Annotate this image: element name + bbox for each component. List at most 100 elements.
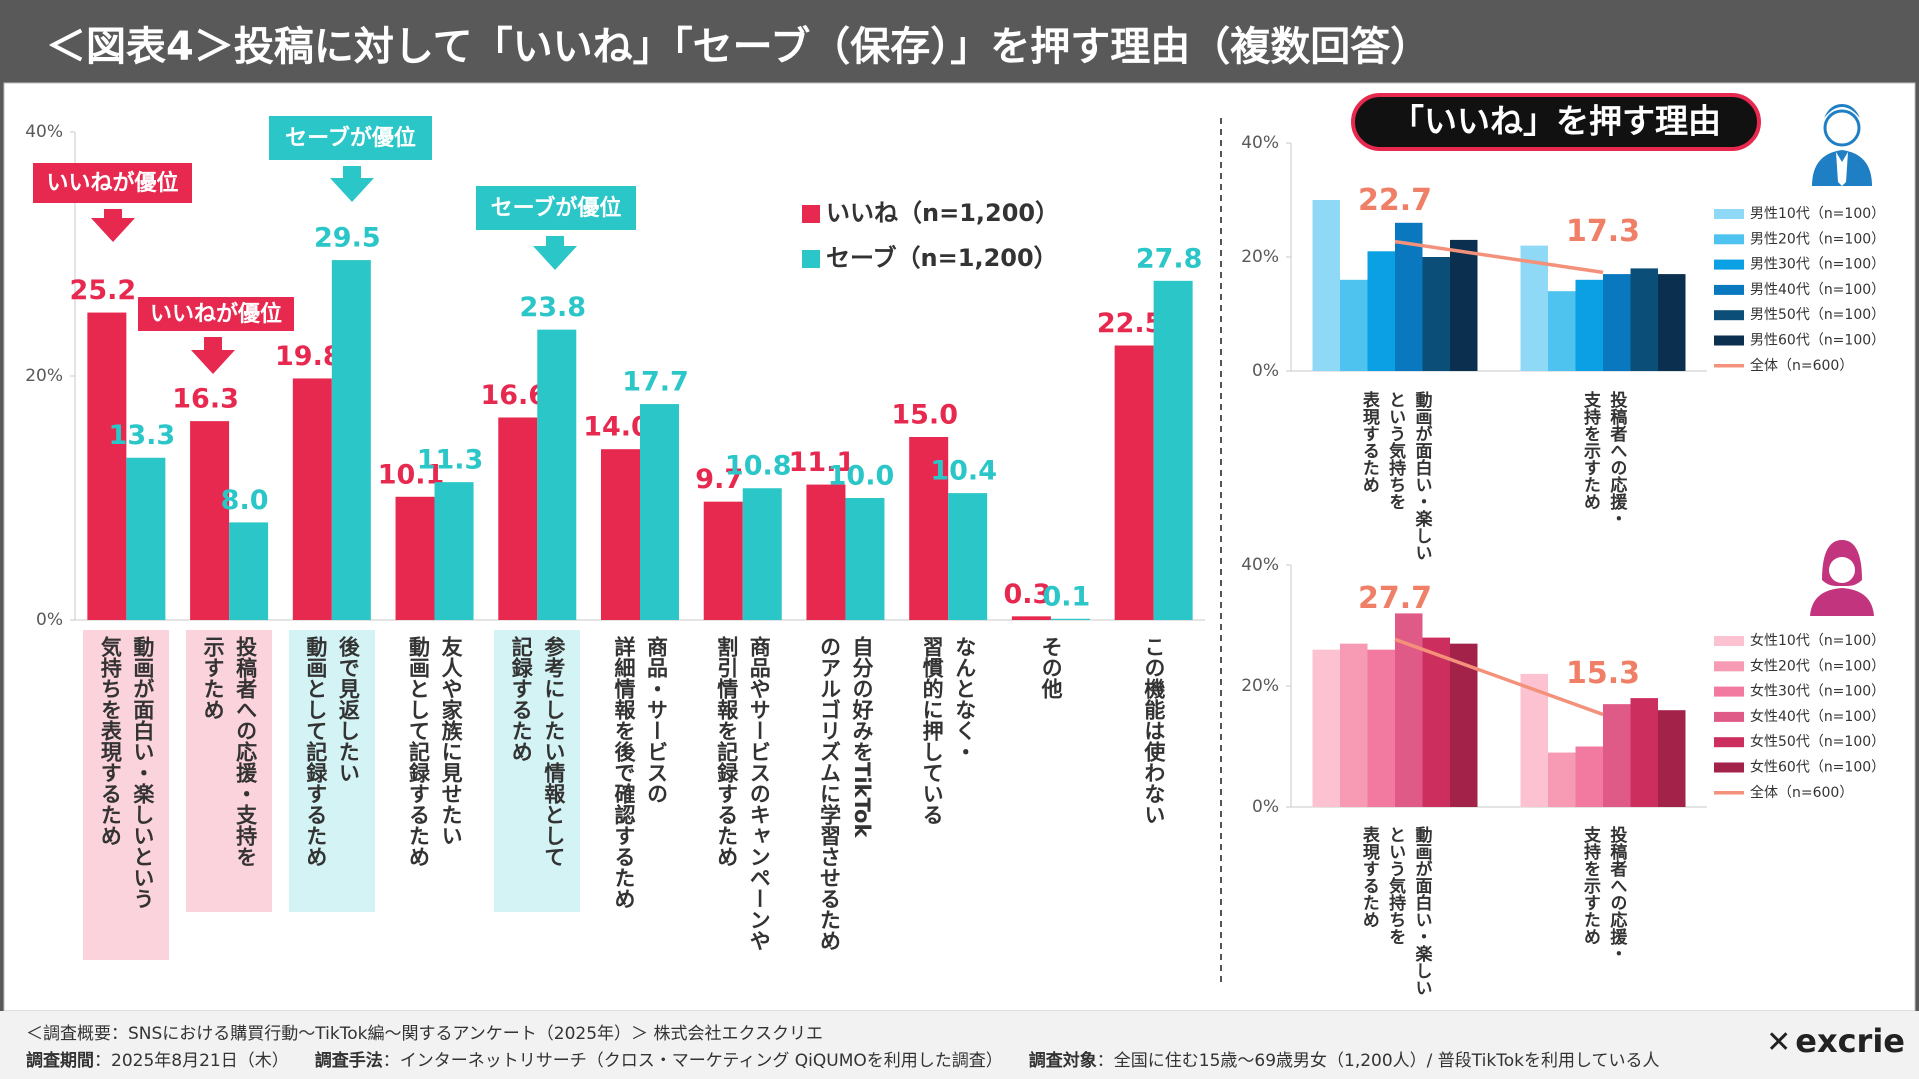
category-label: 投稿者への応援・支持を 示すため — [201, 636, 258, 867]
annotation: セーブが優位 — [491, 195, 622, 221]
logo: ✕ excrie — [1766, 1022, 1905, 1060]
bar — [909, 437, 949, 620]
bar — [1450, 643, 1478, 807]
category-box: 自分の好みをTikTok のアルゴリズムに学習させるため — [802, 630, 888, 951]
bar — [1520, 245, 1548, 371]
legend-swatch — [1714, 209, 1744, 219]
legend-label: 男性30代（n=100） — [1750, 257, 1885, 273]
footer-text: ：全国に住む15歳～69歳男女（1,200人）/ 普段TikTokを利用している… — [1096, 1051, 1660, 1071]
bar — [601, 449, 640, 620]
annotation-box — [33, 163, 192, 203]
category-label: 動画が面白い・楽しい という気持ちを 表現するため — [1358, 826, 1432, 996]
legend-label: 女性40代（n=100） — [1750, 708, 1885, 725]
legend-label: 女性20代（n=100） — [1750, 657, 1885, 674]
category-box: この機能は使わない — [1111, 630, 1197, 825]
category-label: 後で見返したい 動画として記録するため — [303, 636, 361, 867]
value-label: 10.8 — [725, 451, 792, 482]
legend-label: 女性30代（n=100） — [1750, 683, 1885, 700]
category-label: なんとなく・ 習慣的に押している — [920, 636, 977, 825]
value-label: 11.1 — [789, 447, 856, 478]
category-label: 自分の好みをTikTok のアルゴリズムに学習させるため — [817, 636, 874, 951]
value-label: 29.5 — [314, 223, 381, 254]
category-box: 友人や家族に見せたい 動画として記録するため — [392, 630, 478, 867]
legend-label: 男性40代（n=100） — [1750, 282, 1885, 298]
category-label: 友人や家族に見せたい 動画として記録するため — [406, 636, 464, 867]
bar — [806, 484, 846, 620]
value-label: 19.8 — [275, 341, 342, 372]
legend-label: 全体（n=600） — [1750, 784, 1853, 801]
category-box: 後で見返したい 動画として記録するため — [288, 630, 375, 912]
category-label: 商品・サービスの 詳細情報を後で確認するため — [612, 636, 669, 909]
value-label: 22.5 — [1097, 308, 1164, 339]
legend-swatch — [1714, 711, 1744, 722]
category-box: 商品やサービスのキャンペーンや 割引情報を記録するため — [700, 630, 786, 951]
value-label: 10.1 — [378, 459, 445, 490]
value-label: 8.0 — [221, 485, 269, 516]
bar — [1367, 251, 1395, 371]
value-label: 27.8 — [1136, 243, 1203, 274]
y-tick-label: 20% — [1241, 676, 1279, 696]
bar — [1548, 291, 1576, 371]
bar — [1520, 673, 1548, 807]
trend-line — [1394, 239, 1604, 275]
bar — [1603, 274, 1631, 371]
bar — [126, 457, 166, 620]
annotation: いいねが優位 — [46, 170, 178, 196]
subtitle: 「いいね」を押す理由 — [1391, 102, 1721, 141]
annotation: いいねが優位 — [150, 301, 282, 327]
male-icon — [1812, 104, 1872, 186]
bar — [1153, 280, 1193, 620]
annotation-box — [269, 116, 432, 160]
bar — [229, 522, 269, 620]
bar — [703, 501, 743, 620]
legend-label: 男性50代（n=100） — [1750, 307, 1885, 323]
category-label: 参考にしたい情報として 記録するため — [509, 636, 566, 867]
category-box: 投稿者への応援・ 支持を示すため — [1577, 385, 1630, 527]
line-value-label: 17.3 — [1566, 214, 1640, 249]
bar — [1658, 274, 1686, 371]
page-title: ＜図表4＞投稿に対して「いいね」「セーブ（保存）」を押す理由（複数回答） — [46, 24, 1431, 70]
bar — [845, 498, 885, 620]
bar — [1575, 746, 1603, 807]
bar — [498, 417, 538, 620]
category-label: この機能は使わない — [1141, 636, 1166, 825]
bar — [1340, 279, 1368, 371]
legend-swatch — [1714, 762, 1744, 773]
bar — [1367, 649, 1395, 807]
legend-swatch — [1714, 234, 1744, 245]
value-label: 13.3 — [109, 420, 176, 451]
bar — [1450, 239, 1478, 371]
value-label: 11.3 — [417, 445, 484, 476]
category-label: 動画が面白い・楽しい という気持ちを 表現するため — [1358, 391, 1432, 561]
value-label: 17.7 — [622, 367, 689, 398]
bar — [742, 488, 782, 620]
category-box: 動画が面白い・楽しい という気持ちを 表現するため — [1355, 385, 1434, 561]
y-tick-label: 40% — [1241, 555, 1279, 575]
value-label: 16.6 — [480, 380, 547, 411]
value-label: 14.0 — [583, 412, 650, 443]
value-label: 9.7 — [695, 464, 743, 495]
bar — [434, 482, 474, 620]
legend-swatch — [1714, 636, 1744, 646]
value-label: 15.0 — [891, 400, 958, 431]
category-box: 投稿者への応援・支持を 示すため — [186, 630, 273, 912]
category-box: 投稿者への応援・ 支持を示すため — [1577, 820, 1630, 962]
footer-bg — [0, 1011, 1919, 1079]
value-label: 23.8 — [519, 292, 586, 323]
legend-label: 女性10代（n=100） — [1750, 632, 1885, 649]
annotation-box — [476, 186, 636, 230]
annotation: セーブが優位 — [285, 125, 416, 151]
footer-text: ：2025年8月21日（木） — [94, 1051, 289, 1071]
legend-swatch — [1714, 259, 1744, 270]
y-tick-label: 0% — [36, 610, 63, 630]
subtitle-box — [1351, 93, 1761, 151]
bar — [331, 260, 371, 620]
value-label: 10.0 — [828, 461, 895, 492]
bar — [640, 404, 679, 620]
y-tick-label: 0% — [1252, 361, 1279, 381]
bar — [1050, 618, 1090, 620]
female-icon — [1810, 540, 1874, 616]
legend-swatch — [1714, 310, 1744, 321]
footer-label: 調査手法 — [314, 1051, 383, 1071]
